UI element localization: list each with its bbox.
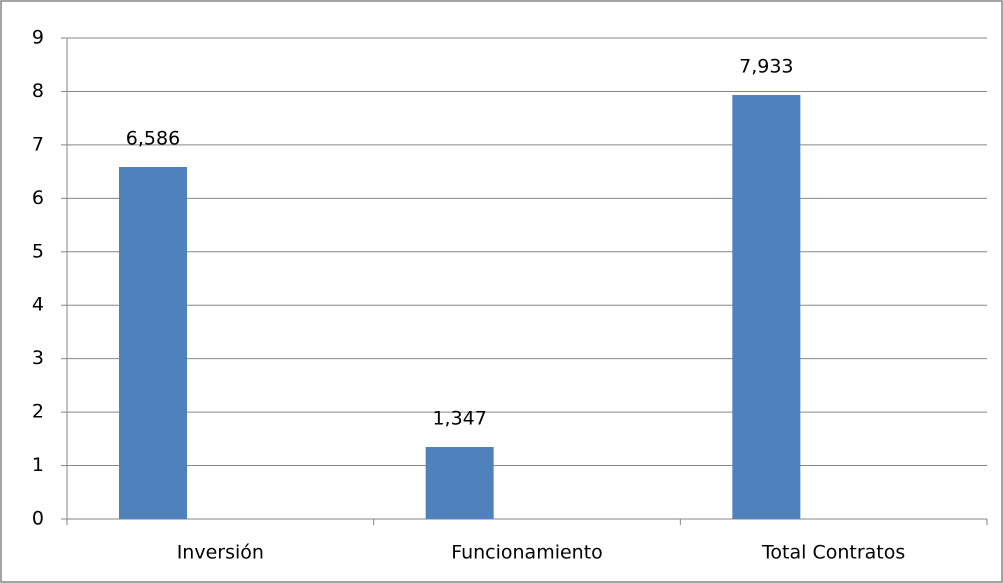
y-tick-label: 5 [32, 240, 44, 262]
y-tick-label: 0 [32, 508, 44, 530]
y-tick-label: 3 [32, 347, 44, 369]
x-tick-label: Funcionamiento [451, 542, 603, 564]
y-tick-label: 4 [32, 294, 44, 316]
data-label: 6,586 [126, 128, 180, 150]
data-label: 1,347 [432, 408, 486, 430]
x-tick-label: Total Contratos [761, 542, 905, 564]
data-label: 7,933 [739, 56, 793, 78]
y-tick-label: 8 [32, 80, 44, 102]
y-tick-label: 2 [32, 401, 44, 423]
y-tick-label: 1 [32, 454, 44, 476]
y-tick-label: 9 [32, 27, 44, 49]
y-tick-label: 6 [32, 187, 44, 209]
x-tick-label: Inversión [177, 542, 264, 564]
bar [425, 447, 494, 519]
bar [119, 167, 187, 519]
y-tick-label: 7 [32, 133, 44, 155]
bar [732, 95, 801, 520]
